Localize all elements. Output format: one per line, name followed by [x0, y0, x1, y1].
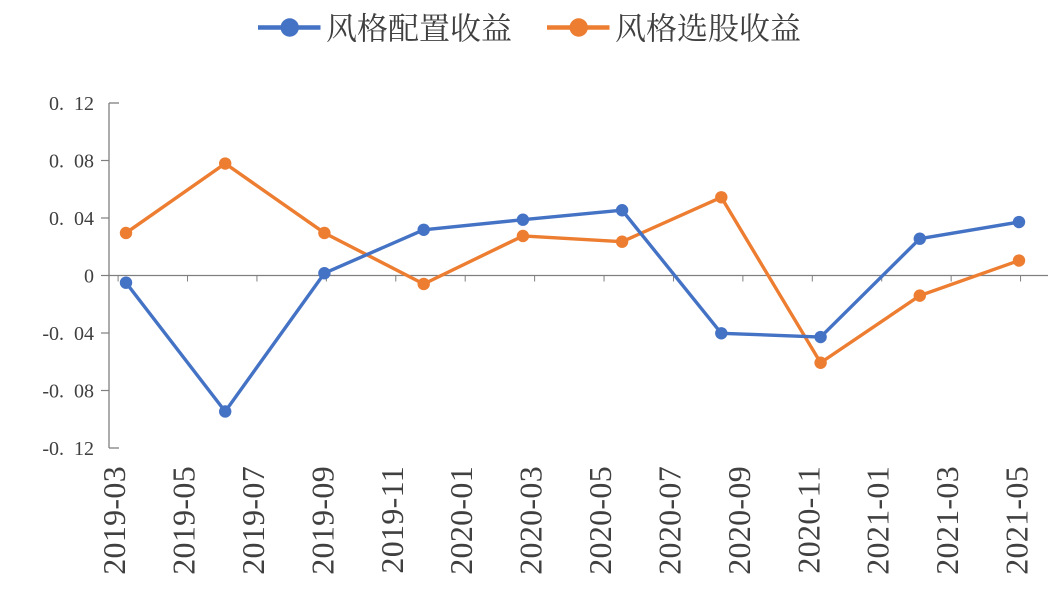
svg-text:0. 08: 0. 08 — [49, 151, 94, 173]
svg-text:-0. 12: -0. 12 — [42, 438, 94, 460]
svg-text:2019-11: 2019-11 — [374, 466, 410, 574]
svg-text:0. 04: 0. 04 — [49, 208, 94, 230]
svg-text:2020-03: 2020-03 — [513, 466, 549, 575]
svg-text:2021-05: 2021-05 — [999, 466, 1035, 575]
svg-text:0. 12: 0. 12 — [49, 93, 94, 115]
svg-text:2020-09: 2020-09 — [721, 466, 757, 575]
svg-text:2020-05: 2020-05 — [582, 466, 618, 575]
svg-text:2021-03: 2021-03 — [929, 466, 965, 575]
svg-text:2020-11: 2020-11 — [790, 466, 826, 574]
svg-text:2019-07: 2019-07 — [235, 466, 271, 575]
svg-text:风格配置收益: 风格配置收益 — [326, 12, 512, 47]
svg-text:2021-01: 2021-01 — [860, 466, 896, 575]
svg-text:-0. 08: -0. 08 — [42, 381, 94, 403]
svg-text:2019-03: 2019-03 — [96, 466, 132, 575]
svg-text:-0. 04: -0. 04 — [42, 323, 94, 345]
svg-text:2019-05: 2019-05 — [166, 466, 202, 575]
svg-text:2020-07: 2020-07 — [651, 466, 687, 575]
svg-text:2020-01: 2020-01 — [443, 466, 479, 575]
svg-text:2019-09: 2019-09 — [304, 466, 340, 575]
svg-text:风格选股收益: 风格选股收益 — [615, 12, 801, 47]
svg-text:0: 0 — [84, 266, 94, 288]
